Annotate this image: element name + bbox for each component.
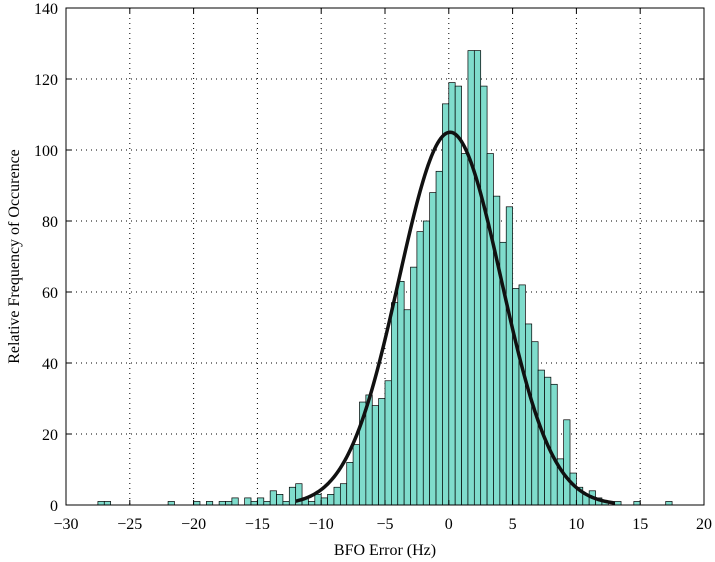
histogram-bar: [512, 288, 520, 506]
x-tick-label: −5: [376, 516, 393, 533]
y-tick-label: 140: [34, 1, 58, 18]
histogram-bar: [346, 462, 354, 506]
histogram-bar: [429, 192, 437, 506]
histogram-bar: [218, 501, 226, 506]
y-tick-label: 80: [42, 214, 58, 231]
x-tick-labels: −30 −25 −20 −15 −10 −5 0 5 10 15 20: [53, 516, 712, 533]
x-tick-label: 5: [509, 516, 517, 533]
histogram-bar: [473, 50, 482, 506]
y-tick-label: 20: [42, 427, 58, 444]
y-tick-label: 120: [34, 72, 58, 89]
fit-curve-group: [295, 130, 615, 505]
histogram-bar: [403, 309, 411, 506]
histogram-bar: [282, 501, 290, 506]
y-axis-label: Relative Frequency of Occurence: [6, 149, 23, 364]
histogram-bar: [314, 494, 322, 506]
histogram-bar: [384, 380, 392, 506]
histogram-bar: [416, 231, 424, 506]
axis-ticks: [65, 7, 705, 506]
x-tick-label: −30: [53, 516, 78, 533]
histogram-bar: [563, 419, 571, 506]
x-tick-label: 20: [696, 516, 712, 533]
histogram-bar: [339, 483, 348, 506]
histogram-bar: [378, 398, 386, 506]
histogram-bar: [435, 170, 443, 506]
histogram-bar: [665, 501, 673, 506]
histogram-bar: [167, 501, 175, 506]
x-tick-label: −15: [245, 516, 270, 533]
histogram-bar: [276, 494, 284, 506]
histogram-bar: [480, 85, 488, 506]
histogram-bar: [410, 266, 418, 506]
histogram-bar: [352, 444, 360, 506]
histogram-bar: [391, 302, 399, 506]
histogram-bar: [257, 497, 265, 506]
histogram-bar: [193, 501, 201, 506]
histogram-bar: [525, 323, 533, 506]
y-tick-label: 40: [42, 356, 58, 373]
histogram-bar: [244, 497, 252, 506]
histogram-bar: [518, 284, 526, 506]
y-tick-label: 0: [50, 498, 58, 515]
histogram-bar: [269, 490, 277, 506]
histogram-bar: [397, 281, 405, 506]
x-tick-label: −25: [117, 516, 142, 533]
histogram-bar: [550, 383, 558, 506]
histogram-bar: [263, 501, 271, 506]
histogram-bar: [327, 494, 335, 506]
histogram-bar: [505, 206, 513, 506]
histogram-bar: [250, 501, 258, 506]
x-axis-label: BFO Error (Hz): [334, 542, 436, 559]
histogram-bar: [333, 486, 341, 506]
histogram-bar: [467, 50, 475, 506]
x-tick-label: −10: [309, 516, 334, 533]
histogram-bar: [442, 103, 450, 506]
histogram-bar: [288, 486, 297, 506]
histogram-bar: [633, 501, 641, 506]
histogram-bar: [97, 501, 105, 506]
histogram-bar: [103, 501, 112, 506]
x-tick-label: 0: [445, 516, 453, 533]
y-tick-label: 60: [42, 285, 58, 302]
histogram-bar: [225, 501, 233, 506]
histogram-bar: [486, 153, 494, 506]
histogram-bar: [461, 153, 469, 506]
x-tick-label: −20: [181, 516, 206, 533]
histogram-bar: [206, 501, 214, 506]
y-tick-labels: 0 20 40 60 80 100 120 140: [34, 1, 58, 515]
histogram-bar: [422, 220, 431, 506]
histogram-bar: [454, 85, 462, 506]
fit-curve: [295, 130, 615, 505]
histogram-bar: [320, 497, 328, 506]
histogram-bar: [531, 341, 539, 506]
y-tick-label: 100: [34, 143, 58, 160]
x-tick-label: 10: [568, 516, 584, 533]
histogram-bar: [448, 82, 456, 506]
x-tick-label: 15: [632, 516, 648, 533]
histogram-bar: [231, 497, 239, 506]
histogram-bar: [371, 405, 379, 506]
histogram-bar: [308, 501, 316, 506]
histogram-bar: [614, 501, 622, 506]
